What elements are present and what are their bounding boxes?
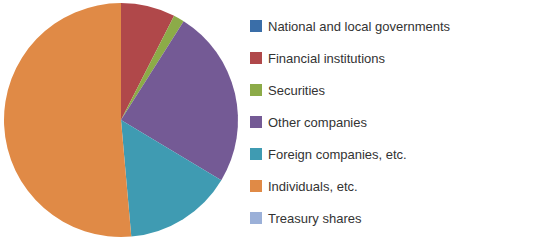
legend-swatch [250,180,262,192]
legend-label: Treasury shares [268,211,362,226]
legend-swatch [250,20,262,32]
legend-label: National and local governments [268,19,451,34]
legend-swatch [250,148,262,160]
legend-swatch [250,116,262,128]
pie-slice [121,3,122,120]
pie-slice [4,3,131,237]
chart: National and local governments Financial … [0,0,550,243]
legend: National and local governments Financial … [250,19,451,226]
legend-label: Financial institutions [268,51,386,66]
legend-label: Individuals, etc. [268,179,358,194]
legend-swatch [250,212,262,224]
legend-label: Other companies [268,115,367,130]
pie-slice [121,120,221,237]
legend-swatch [250,52,262,64]
legend-label: Foreign companies, etc. [268,147,407,162]
pie [4,3,238,237]
legend-label: Securities [268,83,326,98]
legend-swatch [250,84,262,96]
